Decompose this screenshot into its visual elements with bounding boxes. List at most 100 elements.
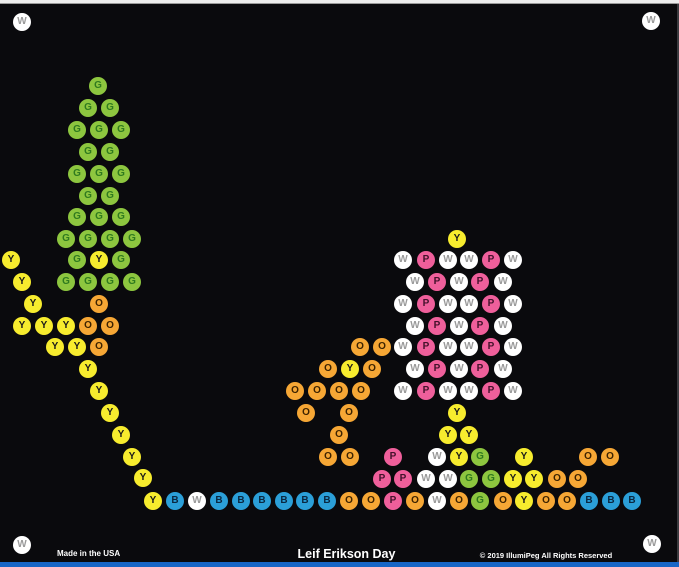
peg-O: O	[101, 317, 119, 335]
peg-Y: Y	[448, 230, 466, 248]
peg-O: O	[330, 426, 348, 444]
peg-B: B	[166, 492, 184, 510]
peg-W: W	[13, 536, 31, 554]
peg-G: G	[79, 273, 97, 291]
peg-Y: Y	[2, 251, 20, 269]
peg-Y: Y	[450, 448, 468, 466]
peg-B: B	[580, 492, 598, 510]
peg-O: O	[319, 448, 337, 466]
peg-W: W	[406, 317, 424, 335]
peg-P: P	[417, 251, 435, 269]
peg-W: W	[394, 382, 412, 400]
peg-G: G	[471, 492, 489, 510]
peg-Y: Y	[79, 360, 97, 378]
peg-G: G	[482, 470, 500, 488]
peg-O: O	[340, 492, 358, 510]
peg-B: B	[318, 492, 336, 510]
peg-G: G	[90, 208, 108, 226]
peg-W: W	[428, 448, 446, 466]
peg-W: W	[417, 470, 435, 488]
peg-G: G	[68, 251, 86, 269]
peg-W: W	[428, 492, 446, 510]
peg-O: O	[90, 338, 108, 356]
peg-G: G	[79, 187, 97, 205]
made-in-usa-label: Made in the USA	[57, 549, 121, 558]
peg-W: W	[504, 338, 522, 356]
peg-O: O	[548, 470, 566, 488]
peg-W: W	[13, 13, 31, 31]
peg-W: W	[439, 382, 457, 400]
peg-P: P	[482, 338, 500, 356]
peg-P: P	[471, 317, 489, 335]
peg-G: G	[90, 165, 108, 183]
peg-P: P	[417, 382, 435, 400]
peg-G: G	[471, 448, 489, 466]
peg-G: G	[57, 230, 75, 248]
peg-P: P	[384, 492, 402, 510]
peg-G: G	[112, 121, 130, 139]
peg-G: G	[68, 121, 86, 139]
peg-O: O	[406, 492, 424, 510]
peg-O: O	[579, 448, 597, 466]
peg-Y: Y	[112, 426, 130, 444]
peg-Y: Y	[123, 448, 141, 466]
peg-O: O	[297, 404, 315, 422]
peg-P: P	[384, 448, 402, 466]
peg-B: B	[275, 492, 293, 510]
peg-P: P	[417, 295, 435, 313]
peg-O: O	[352, 382, 370, 400]
peg-Y: Y	[525, 470, 543, 488]
peg-W: W	[439, 251, 457, 269]
peg-O: O	[450, 492, 468, 510]
bottom-edge	[0, 562, 679, 567]
peg-W: W	[504, 251, 522, 269]
peg-G: G	[101, 99, 119, 117]
peg-O: O	[79, 317, 97, 335]
peg-B: B	[602, 492, 620, 510]
peg-P: P	[428, 317, 446, 335]
peg-O: O	[286, 382, 304, 400]
peg-O: O	[319, 360, 337, 378]
peg-W: W	[460, 382, 478, 400]
peg-G: G	[68, 208, 86, 226]
peg-G: G	[79, 230, 97, 248]
peg-P: P	[373, 470, 391, 488]
peg-W: W	[504, 382, 522, 400]
peg-G: G	[101, 230, 119, 248]
peg-W: W	[439, 470, 457, 488]
peg-O: O	[494, 492, 512, 510]
peg-W: W	[494, 360, 512, 378]
peg-W: W	[394, 295, 412, 313]
peg-G: G	[101, 273, 119, 291]
peg-B: B	[253, 492, 271, 510]
peg-Y: Y	[24, 295, 42, 313]
peg-Y: Y	[101, 404, 119, 422]
top-edge	[0, 0, 679, 4]
peg-G: G	[90, 121, 108, 139]
peg-W: W	[439, 295, 457, 313]
peg-W: W	[504, 295, 522, 313]
peg-W: W	[450, 273, 468, 291]
peg-Y: Y	[90, 382, 108, 400]
peg-W: W	[450, 360, 468, 378]
peg-O: O	[351, 338, 369, 356]
peg-O: O	[308, 382, 326, 400]
peg-Y: Y	[35, 317, 53, 335]
peg-G: G	[460, 470, 478, 488]
right-edge	[677, 4, 679, 562]
peg-B: B	[623, 492, 641, 510]
peg-Y: Y	[13, 273, 31, 291]
peg-O: O	[558, 492, 576, 510]
peg-G: G	[112, 208, 130, 226]
peg-O: O	[90, 295, 108, 313]
board-title: Leif Erikson Day	[297, 547, 396, 561]
peg-O: O	[341, 448, 359, 466]
peg-O: O	[362, 492, 380, 510]
peg-W: W	[406, 360, 424, 378]
peg-O: O	[569, 470, 587, 488]
peg-W: W	[460, 295, 478, 313]
peg-G: G	[89, 77, 107, 95]
peg-G: G	[101, 143, 119, 161]
peg-G: G	[57, 273, 75, 291]
